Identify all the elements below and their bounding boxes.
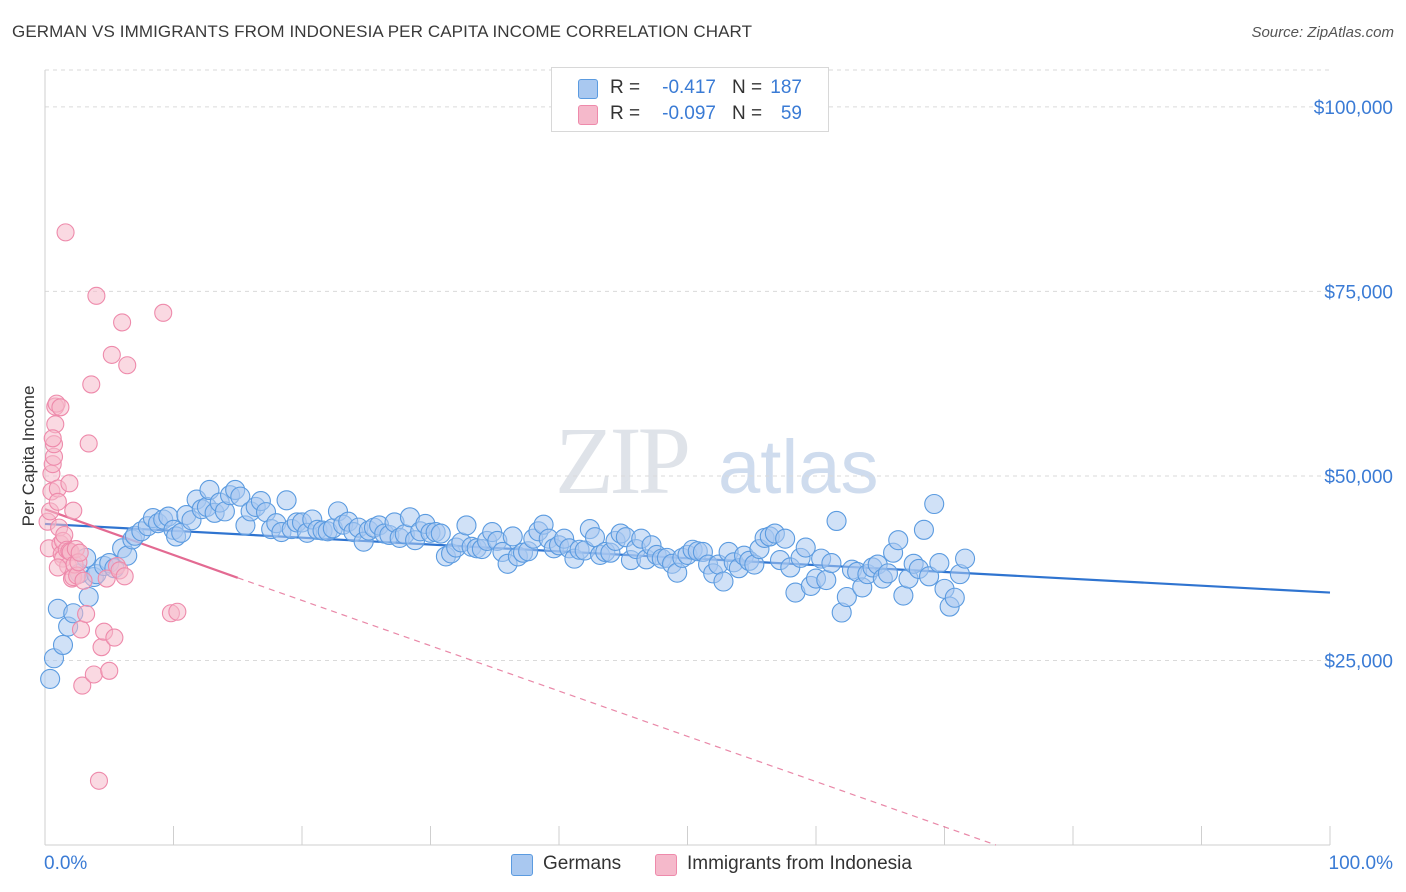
indonesia-point	[60, 474, 79, 493]
correlation-legend: R = -0.417 N = 187 R = -0.097 N = 59	[551, 67, 829, 132]
german-point	[40, 668, 61, 689]
data-points	[38, 223, 976, 790]
german-point	[816, 569, 837, 591]
german-point	[78, 586, 99, 608]
german-point	[955, 548, 976, 569]
indonesia-point	[71, 620, 91, 639]
series-legend: Germans Immigrants from Indonesia	[0, 852, 1406, 878]
indonesia-point	[48, 558, 67, 577]
german-point	[821, 552, 842, 574]
german-point	[795, 537, 816, 558]
indonesia-point	[118, 356, 137, 375]
legend-r-label: R =	[610, 77, 641, 98]
indonesia-point	[105, 628, 124, 647]
legend-r-label: R =	[610, 103, 641, 124]
chart-title: GERMAN VS IMMIGRANTS FROM INDONESIA PER …	[12, 22, 753, 41]
source-label: Source: ZipAtlas.com	[1251, 24, 1394, 41]
german-point	[877, 563, 899, 584]
watermark-zip: ZIP	[555, 407, 688, 514]
indonesia-point	[77, 604, 96, 624]
indonesia-trend-extension	[237, 577, 997, 846]
legend-n-label: N =	[732, 103, 763, 124]
indonesia-point	[102, 345, 121, 364]
german-point	[913, 519, 934, 540]
german-point	[919, 566, 940, 587]
indonesia-point	[64, 501, 83, 520]
indonesia-point	[113, 313, 132, 332]
indonesia-point	[48, 492, 67, 511]
german-point	[944, 587, 965, 608]
indonesia-point	[70, 543, 89, 562]
legend-n-value: 59	[780, 103, 802, 124]
indonesia-point	[55, 525, 74, 545]
y-tick-label: $75,000	[1324, 282, 1393, 303]
legend-swatch-germans	[511, 854, 533, 876]
legend-n-value: 187	[770, 77, 802, 98]
legend-swatch-indonesia	[578, 105, 598, 125]
german-point	[502, 526, 523, 547]
legend-label-germans: Germans	[543, 853, 622, 874]
watermark-atlas: atlas	[718, 425, 879, 510]
legend-label-indonesia: Immigrants from Indonesia	[687, 853, 912, 874]
y-tick-label: $100,000	[1314, 98, 1393, 119]
x-tick-label: 0.0%	[44, 853, 87, 874]
german-point	[52, 634, 74, 656]
watermark: ZIP atlas	[555, 407, 879, 514]
y-tick-label: $50,000	[1324, 467, 1393, 488]
legend-swatch-indonesia	[655, 854, 677, 876]
indonesia-point	[74, 571, 93, 590]
indonesia-point	[89, 771, 109, 790]
german-point	[836, 586, 857, 608]
indonesia-point	[56, 223, 75, 242]
german-point	[775, 528, 796, 549]
indonesia-point	[154, 303, 173, 322]
legend-r-value: -0.417	[662, 77, 716, 98]
legend-row-germans: R = -0.417 N = 187	[552, 75, 828, 101]
german-point	[276, 490, 297, 511]
legend-swatch-germans	[578, 79, 598, 99]
y-axis-label: Per Capita Income	[19, 386, 38, 527]
grid-lines	[45, 69, 1330, 661]
german-point	[924, 493, 945, 515]
german-point	[713, 571, 734, 592]
indonesia-point	[82, 375, 101, 394]
legend-row-indonesia: R = -0.097 N = 59	[552, 101, 828, 127]
indonesia-point	[84, 665, 103, 684]
german-point	[430, 523, 451, 544]
german-point	[826, 510, 847, 532]
legend-n-label: N =	[732, 77, 763, 98]
legend-r-value: -0.097	[662, 103, 716, 124]
indonesia-point	[43, 429, 62, 448]
german-point	[230, 486, 251, 507]
indonesia-point	[100, 661, 119, 680]
indonesia-point	[97, 569, 116, 588]
axes	[44, 70, 1331, 846]
german-point	[929, 552, 950, 574]
indonesia-point	[87, 286, 106, 305]
indonesia-point	[79, 434, 98, 453]
indonesia-point	[168, 602, 187, 621]
indonesia-point	[73, 676, 92, 695]
indonesia-point	[115, 567, 134, 586]
y-tick-label: $25,000	[1324, 651, 1393, 672]
german-point	[888, 530, 909, 551]
x-tick-label: 100.0%	[1329, 853, 1394, 874]
indonesia-point	[51, 398, 70, 417]
tick-labels: $25,000 $50,000 $75,000 $100,000 0.0% 100.0%	[44, 98, 1393, 874]
german-point	[893, 585, 914, 606]
german-point	[456, 515, 477, 536]
